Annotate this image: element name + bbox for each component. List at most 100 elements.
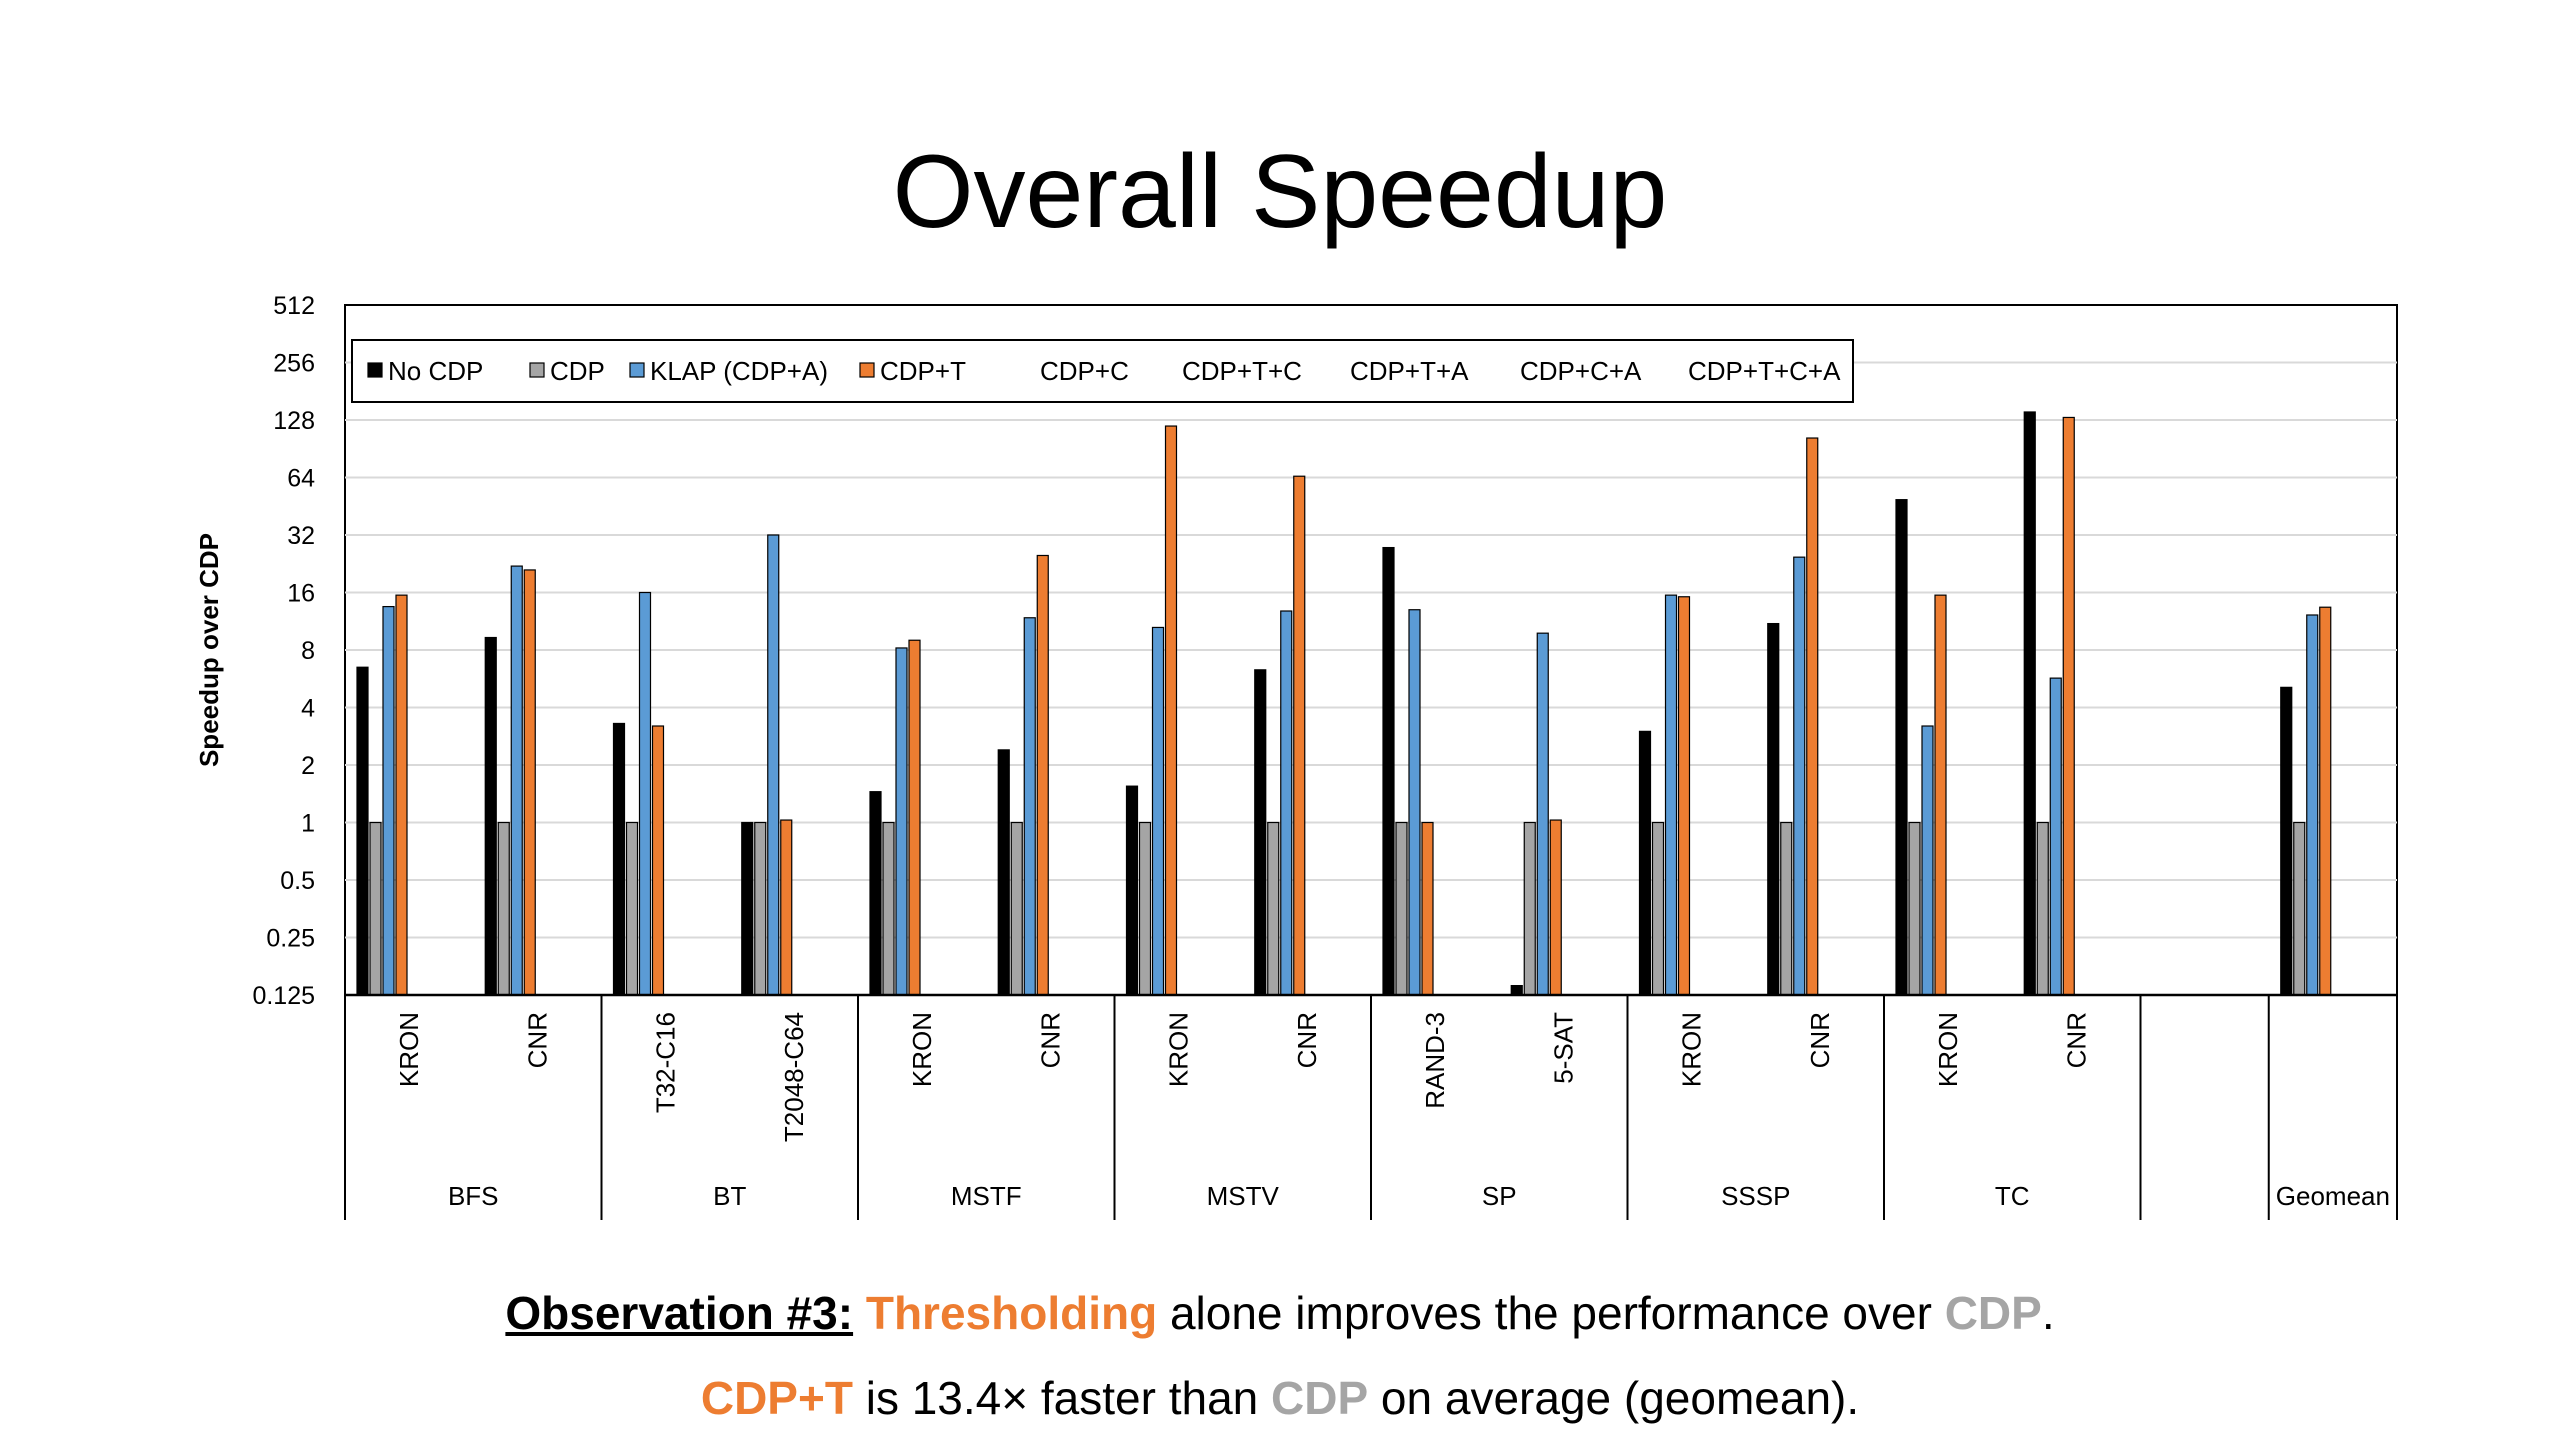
bar-cdp-t	[1549, 819, 1562, 996]
bar-cdp-t	[2319, 606, 2332, 996]
observation-label: Observation #3:	[505, 1287, 854, 1339]
bar-cdp-t	[1421, 821, 1434, 996]
legend-item: CDP+C+A	[1520, 356, 1642, 386]
bar-cdp-t	[1677, 596, 1691, 996]
bar-no-cdp	[1254, 669, 1267, 996]
bar-cdp	[754, 821, 767, 996]
bar-cdp	[1780, 821, 1793, 996]
bar-cdp-t	[1934, 594, 1947, 996]
y-tick-label: 16	[287, 580, 315, 608]
y-tick-label: 2	[301, 752, 315, 780]
legend-swatch	[367, 362, 383, 378]
bar-no-cdp	[1767, 622, 1780, 996]
group-label: SSSP	[1721, 1181, 1790, 1211]
speedup-chart: 0.125 0.25 0.5 1 2 4 8 16 32 64 128 256 512 Speedup o…	[194, 292, 2398, 1220]
caption2-end: on average (geomean).	[1368, 1372, 1860, 1424]
bar-klap-cdp-a-	[638, 591, 652, 996]
bar-klap-cdp-a-	[1280, 610, 1293, 996]
bar-klap-cdp-a-	[1023, 617, 1036, 996]
caption2-cdp: CDP	[1271, 1372, 1369, 1424]
bar-no-cdp	[2280, 686, 2293, 996]
bar-no-cdp	[356, 666, 369, 996]
bar-no-cdp	[1638, 730, 1652, 996]
category-label: CNR	[522, 1012, 552, 1068]
bar-no-cdp	[484, 636, 497, 996]
bar-klap-cdp-a-	[2049, 677, 2062, 996]
group-label: Geomean	[2276, 1181, 2390, 1211]
bar-klap-cdp-a-	[767, 534, 780, 996]
y-tick-label: 512	[273, 292, 315, 320]
bar-no-cdp	[1382, 546, 1395, 996]
thresholding-highlight: Thresholding	[865, 1287, 1158, 1339]
group-label: MSTF	[951, 1181, 1022, 1211]
group-label: TC	[1995, 1181, 2030, 1211]
bar-cdp-t	[1164, 425, 1178, 996]
bar-no-cdp	[1510, 984, 1523, 996]
bar-cdp-t	[1293, 475, 1306, 996]
bar-cdp	[1267, 821, 1280, 996]
y-tick-label: 8	[301, 637, 315, 665]
y-tick-label: 32	[287, 522, 315, 550]
y-axis-label: Speedup over CDP	[194, 533, 224, 767]
caption1-cdp: CDP	[1944, 1287, 2042, 1339]
bar-no-cdp	[1895, 499, 1908, 996]
bar-klap-cdp-a-	[2306, 614, 2319, 996]
legend-swatch	[529, 362, 545, 378]
bar-klap-cdp-a-	[1151, 626, 1165, 996]
caption2-middle: is 13.4× faster than	[852, 1372, 1272, 1424]
bar-klap-cdp-a-	[1793, 556, 1806, 996]
bar-cdp	[2293, 821, 2306, 996]
bar-cdp-t	[1806, 437, 1819, 996]
bar-cdp	[1395, 821, 1408, 996]
legend-item: CDP	[550, 356, 605, 386]
bar-cdp-t	[908, 639, 921, 996]
bar-cdp	[369, 821, 382, 996]
y-tick-label: 0.5	[280, 867, 315, 895]
average-caption: CDP+T is 13.4× faster than CDP on averag…	[0, 1375, 2560, 1421]
bar-klap-cdp-a-	[1921, 725, 1934, 996]
group-label: BT	[713, 1181, 746, 1211]
bar-klap-cdp-a-	[1408, 609, 1421, 996]
y-tick-label: 0.25	[266, 925, 315, 953]
y-tick-label: 128	[273, 407, 315, 435]
caption1-middle: alone improves the performance over	[1157, 1287, 1945, 1339]
bar-cdp	[2036, 821, 2049, 996]
category-label: CNR	[2061, 1012, 2091, 1068]
bar-no-cdp	[741, 821, 754, 996]
category-label: KRON	[1677, 1012, 1707, 1087]
y-tick-label: 0.125	[252, 982, 315, 1010]
category-label: RAND-3	[1420, 1012, 1450, 1109]
bar-cdp	[1138, 821, 1152, 996]
category-label: KRON	[394, 1012, 424, 1087]
slide-title: Overall Speedup	[892, 134, 1668, 250]
bar-cdp	[1908, 821, 1921, 996]
legend-item: CDP+T+A	[1350, 356, 1469, 386]
category-label: KRON	[1933, 1012, 1963, 1087]
caption1-end: .	[2041, 1287, 2055, 1339]
y-tick-label: 4	[301, 695, 315, 723]
bar-cdp-t	[1036, 554, 1049, 996]
observation-caption: Observation #3: Thresholding alone impro…	[0, 1290, 2560, 1336]
bar-cdp	[1523, 821, 1536, 996]
bar-no-cdp	[1125, 785, 1139, 996]
bar-cdp-t	[395, 594, 408, 996]
bar-no-cdp	[869, 791, 882, 996]
y-tick-label: 1	[301, 810, 315, 838]
bar-cdp	[882, 821, 895, 996]
bar-cdp	[1651, 821, 1665, 996]
category-label: 5-SAT	[1548, 1012, 1578, 1084]
bar-cdp-t	[2062, 416, 2075, 996]
bar-cdp-t	[780, 819, 793, 996]
bar-klap-cdp-a-	[382, 605, 395, 996]
bar-klap-cdp-a-	[1664, 594, 1678, 996]
group-label: BFS	[448, 1181, 499, 1211]
bar-cdp-t	[523, 569, 536, 996]
bar-cdp	[497, 821, 510, 996]
category-label: CNR	[1805, 1012, 1835, 1068]
legend-swatch	[629, 362, 645, 378]
cdp-t-highlight: CDP+T	[700, 1372, 853, 1424]
category-label: T2048-C64	[779, 1012, 809, 1142]
bar-klap-cdp-a-	[510, 565, 523, 996]
legend-box	[351, 339, 1854, 403]
category-label: T32-C16	[651, 1012, 681, 1113]
